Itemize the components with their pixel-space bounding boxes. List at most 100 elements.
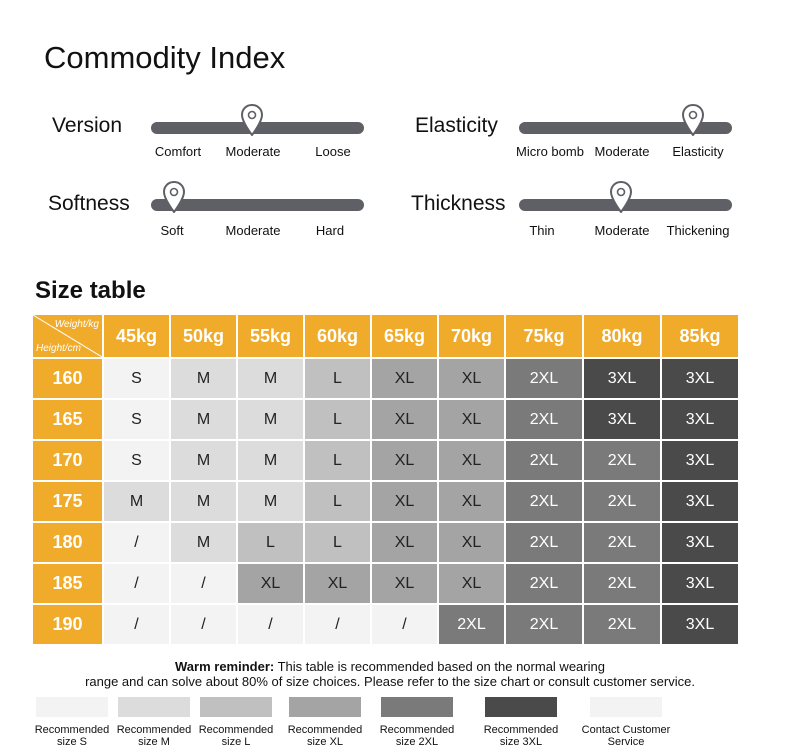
legend-label: Recommended size 3XL (476, 724, 566, 748)
weight-header: 80kg (584, 315, 660, 357)
legend-label-line1: Contact Customer (581, 724, 671, 736)
size-cell: M (238, 441, 303, 480)
elasticity-option-elasticity: Elasticity (672, 144, 724, 159)
height-header: 190 (33, 605, 102, 644)
size-cell: XL (372, 359, 437, 398)
size-cell: S (104, 400, 169, 439)
size-cell: 2XL (584, 441, 660, 480)
legend-label-line2: size L (221, 736, 251, 748)
size-table-title: Size table (35, 277, 146, 304)
size-cell: XL (439, 359, 504, 398)
size-cell: XL (372, 564, 437, 603)
size-cell: XL (372, 441, 437, 480)
size-cell: 2XL (584, 605, 660, 644)
size-cell: 3XL (662, 482, 738, 521)
warm-reminder-line2: range and can solve about 80% of size ch… (85, 674, 695, 689)
legend-swatch (590, 697, 662, 717)
weight-header: 55kg (238, 315, 303, 357)
legend-label-line2: size XL (306, 736, 344, 748)
size-cell: S (104, 359, 169, 398)
size-cell: XL (372, 400, 437, 439)
height-axis-label: Height/cm (36, 343, 82, 354)
legend-label-line2: size 2XL (395, 736, 439, 748)
legend-label-line1: Recommended (483, 724, 559, 736)
size-cell: 2XL (506, 441, 582, 480)
legend-label: Recommended size M (109, 724, 199, 748)
thickness-label: Thickness (411, 192, 506, 215)
size-cell: 3XL (584, 359, 660, 398)
legend-label-line2: size 3XL (499, 736, 543, 748)
softness-label: Softness (48, 192, 130, 215)
legend-swatch (289, 697, 361, 717)
size-cell: M (238, 400, 303, 439)
size-cell: XL (439, 400, 504, 439)
size-cell: 3XL (584, 400, 660, 439)
weight-header: 75kg (506, 315, 582, 357)
legend-swatch (118, 697, 190, 717)
size-cell: XL (439, 441, 504, 480)
thickness-option-thickening: Thickening (666, 223, 730, 238)
weight-header: 45kg (104, 315, 169, 357)
version-option-loose: Loose (315, 144, 351, 159)
height-header: 175 (33, 482, 102, 521)
location-pin-icon (609, 180, 633, 214)
height-header: 185 (33, 564, 102, 603)
size-cell: XL (439, 523, 504, 562)
size-cell: 2XL (506, 523, 582, 562)
version-option-moderate: Moderate (225, 144, 281, 159)
height-header: 180 (33, 523, 102, 562)
commodity-index-title: Commodity Index (44, 40, 286, 75)
size-cell: / (104, 523, 169, 562)
elasticity-option-micro-bomb: Micro bomb (516, 144, 584, 159)
size-cell: XL (439, 482, 504, 521)
weight-axis-label: Weight/kg (54, 319, 99, 330)
warm-reminder: Warm reminder: This table is recommended… (40, 659, 740, 689)
legend-swatch (36, 697, 108, 717)
legend-label-line2: Service (607, 736, 645, 748)
size-cell: M (238, 482, 303, 521)
legend-label-line1: Recommended (379, 724, 455, 736)
size-cell: L (305, 441, 370, 480)
size-cell: M (171, 523, 236, 562)
legend-label: Contact Customer Service (581, 724, 671, 748)
legend-label: Recommended size S (27, 724, 117, 748)
size-cell: M (171, 400, 236, 439)
size-cell: 2XL (506, 400, 582, 439)
size-cell: / (171, 605, 236, 644)
size-cell: / (238, 605, 303, 644)
size-cell: 3XL (662, 359, 738, 398)
size-cell: M (238, 359, 303, 398)
version-label: Version (52, 114, 123, 137)
size-cell: 2XL (506, 605, 582, 644)
weight-header: 85kg (662, 315, 738, 357)
size-cell: / (104, 564, 169, 603)
warm-reminder-line1: This table is recommended based on the n… (274, 659, 605, 674)
location-pin-icon (681, 103, 705, 137)
size-cell: L (305, 523, 370, 562)
size-cell: / (104, 605, 169, 644)
size-table-corner: Weight/kg Height/cm (33, 315, 102, 357)
size-cell: L (305, 482, 370, 521)
height-header: 165 (33, 400, 102, 439)
height-header: 160 (33, 359, 102, 398)
size-header-row: Weight/kg Height/cm 45kg 50kg 55kg 60kg … (33, 315, 738, 357)
version-option-comfort: Comfort (154, 144, 202, 159)
size-cell: XL (305, 564, 370, 603)
size-row: 185// XL XL XL XL 2XL 2XL 3XL (33, 564, 738, 603)
size-cell: / (171, 564, 236, 603)
size-cell: M (171, 359, 236, 398)
elasticity-label: Elasticity (415, 114, 498, 137)
size-cell: XL (372, 523, 437, 562)
legend-label: Recommended size L (191, 724, 281, 748)
size-cell: 2XL (584, 523, 660, 562)
warm-reminder-bold: Warm reminder: (175, 659, 275, 674)
size-cell: 2XL (506, 359, 582, 398)
legend-label-line2: size S (57, 736, 87, 748)
weight-header: 65kg (372, 315, 437, 357)
size-cell: 2XL (584, 482, 660, 521)
size-cell: 2XL (506, 564, 582, 603)
size-cell: / (305, 605, 370, 644)
weight-header: 50kg (171, 315, 236, 357)
legend-label-line1: Recommended (198, 724, 274, 736)
size-row: 165 S M M L XL XL 2XL 3XL 3XL (33, 400, 738, 439)
